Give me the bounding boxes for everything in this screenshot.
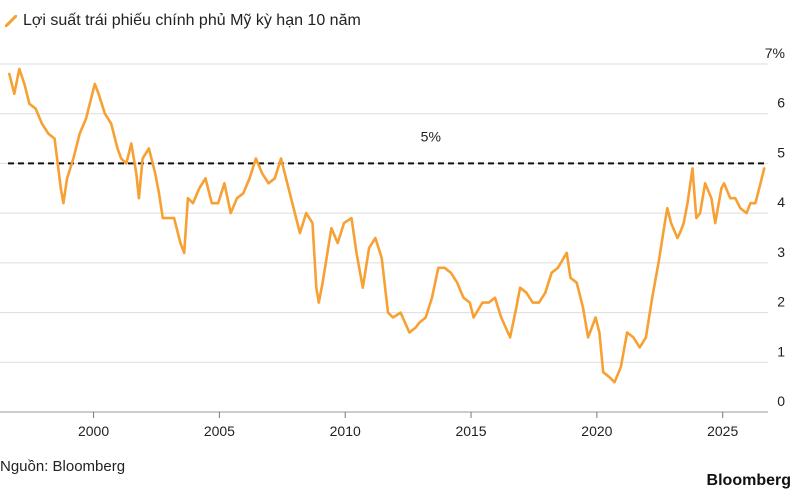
x-tick-label: 2010: [330, 423, 361, 439]
y-tick-label: 4: [777, 194, 785, 210]
x-tick-label: 2025: [707, 423, 738, 439]
y-tick-label: 3: [777, 244, 785, 260]
y-tick-label: 5: [777, 144, 785, 160]
y-tick-label: 6: [777, 95, 785, 111]
x-tick-label: 2005: [204, 423, 235, 439]
brand-logo: Bloomberg: [706, 472, 791, 489]
x-tick-label: 2015: [455, 423, 486, 439]
source-note: Nguồn: Bloomberg: [0, 458, 126, 475]
legend: Lợi suất trái phiếu chính phủ Mỹ kỳ hạn …: [5, 12, 361, 30]
x-tick-label: 2020: [581, 423, 612, 439]
legend-line-icon: [5, 15, 17, 27]
y-tick-label: 1: [777, 343, 785, 359]
y-tick-label: 7%: [765, 45, 785, 61]
reference-line-label: 5%: [421, 128, 441, 144]
y-tick-label: 2: [777, 294, 785, 310]
chart-title: Lợi suất trái phiếu chính phủ Mỹ kỳ hạn …: [23, 12, 361, 29]
series-line-10y-yield: [8, 67, 766, 384]
x-tick-label: 2000: [78, 423, 109, 439]
y-tick-label: 0: [777, 393, 785, 409]
